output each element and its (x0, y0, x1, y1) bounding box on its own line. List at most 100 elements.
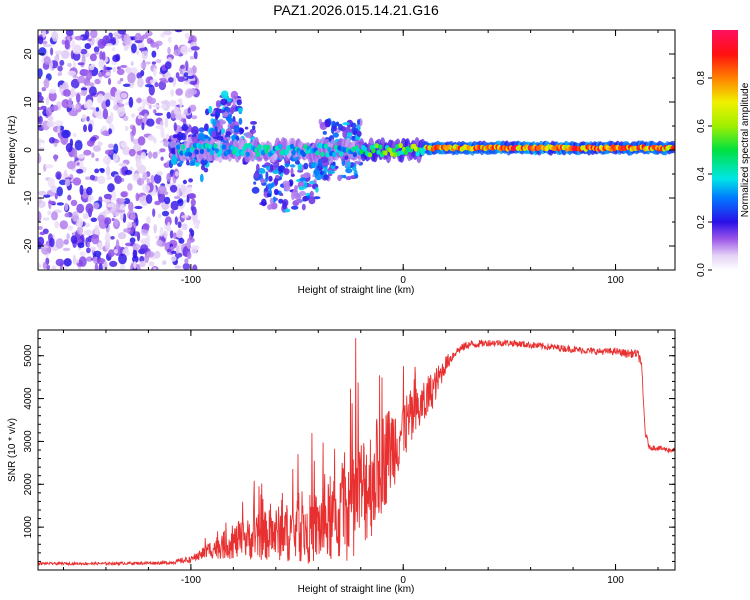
y-tick-label: 20 (23, 48, 34, 60)
heatmap-cell (144, 113, 148, 119)
heatmap-cell (342, 122, 350, 126)
heatmap-cell (123, 228, 131, 233)
heatmap-cell (158, 213, 162, 219)
heatmap-cell (67, 225, 74, 231)
heatmap-cell (123, 198, 131, 205)
heatmap-cell (218, 149, 223, 155)
heatmap-cell (151, 61, 156, 65)
heatmap-cell (120, 141, 127, 149)
heatmap-cell (107, 183, 115, 193)
heatmap-cell (137, 136, 146, 146)
heatmap-cell (318, 143, 323, 149)
heatmap-cell (135, 192, 140, 202)
heatmap-cell (323, 143, 329, 149)
heatmap-cell (154, 250, 161, 259)
heatmap-cell (376, 149, 381, 155)
heatmap-cell (261, 198, 267, 207)
heatmap-cell (49, 88, 57, 94)
heatmap-cell (260, 178, 266, 184)
heatmap-cell (272, 170, 280, 174)
heatmap-cell (135, 217, 139, 227)
heatmap-cell (103, 64, 107, 75)
heatmap-cell (177, 76, 185, 83)
heatmap-cell (383, 150, 388, 156)
heatmap-cell (169, 184, 178, 193)
heatmap-cell (151, 50, 157, 58)
heatmap-cell (84, 30, 90, 40)
x-tick-label: -100 (181, 575, 201, 586)
heatmap-cell (62, 247, 71, 252)
heatmap-cell (61, 39, 66, 45)
heatmap-cell (174, 30, 183, 33)
heatmap-cell (55, 238, 64, 249)
heatmap-cell (186, 160, 190, 166)
heatmap-cell (198, 127, 205, 133)
heatmap-cell (123, 115, 129, 121)
heatmap-cell (89, 53, 97, 62)
heatmap-cell (357, 119, 361, 126)
heatmap-cell (244, 126, 249, 130)
heatmap-cell (42, 40, 48, 45)
heatmap-cell (38, 211, 42, 222)
heatmap-cell (291, 191, 295, 201)
heatmap-cell (204, 123, 209, 132)
heatmap-cell (100, 168, 105, 174)
heatmap-cell (303, 162, 309, 170)
heatmap-cell (253, 181, 257, 185)
heatmap-cell (174, 171, 179, 177)
heatmap-cell (283, 182, 291, 192)
heatmap-cell (59, 179, 67, 186)
heatmap-cell (169, 140, 177, 148)
heatmap-cell (64, 39, 70, 50)
heatmap-cell (83, 124, 87, 133)
heatmap-cell (88, 64, 95, 71)
heatmap-cell (57, 65, 63, 72)
heatmap-cell (84, 43, 92, 50)
heatmap-cell (415, 151, 420, 157)
heatmap-cell (260, 150, 266, 156)
heatmap-cell (289, 164, 296, 168)
heatmap-cell (128, 148, 136, 157)
heatmap-cell (104, 232, 111, 244)
heatmap-cell (265, 171, 269, 180)
heatmap-cell (57, 124, 61, 133)
spectrogram-y-axis-label: Frequency (Hz) (7, 116, 18, 185)
heatmap-cell (85, 176, 91, 180)
heatmap-cell (294, 185, 299, 190)
heatmap-cell (255, 151, 261, 157)
heatmap-cell (356, 130, 362, 137)
heatmap-cell (158, 193, 166, 203)
heatmap-cell (309, 190, 314, 198)
heatmap-cell (38, 68, 43, 78)
heatmap-cell (74, 35, 84, 41)
heatmap-cell (51, 31, 59, 42)
heatmap-cell (146, 216, 151, 225)
heatmap-cell (167, 221, 171, 231)
heatmap-cell (145, 84, 153, 88)
heatmap-cell (44, 164, 54, 169)
heatmap-cell (93, 202, 100, 210)
heatmap-cell (94, 263, 99, 270)
heatmap-cell (337, 145, 342, 151)
heatmap-cell (129, 213, 136, 221)
heatmap-cell (209, 150, 215, 156)
heatmap-cell (160, 120, 164, 127)
heatmap-cell (67, 62, 72, 68)
heatmap-cell (333, 125, 337, 132)
heatmap-cell (188, 89, 198, 95)
heatmap-cell (70, 78, 80, 89)
heatmap-cell (215, 100, 221, 108)
heatmap-cell (116, 68, 125, 76)
heatmap-cell (116, 103, 125, 108)
heatmap-cell (94, 168, 100, 174)
heatmap-cell (99, 50, 103, 61)
heatmap-cell (89, 174, 95, 181)
y-tick-label: 3000 (23, 430, 34, 453)
heatmap-cell (38, 143, 42, 147)
heatmap-cell (68, 110, 78, 117)
heatmap-cell (260, 170, 266, 174)
heatmap-cell (120, 64, 128, 69)
heatmap-cell (68, 97, 73, 109)
heatmap-cell (87, 38, 92, 42)
heatmap-cell (189, 80, 198, 85)
